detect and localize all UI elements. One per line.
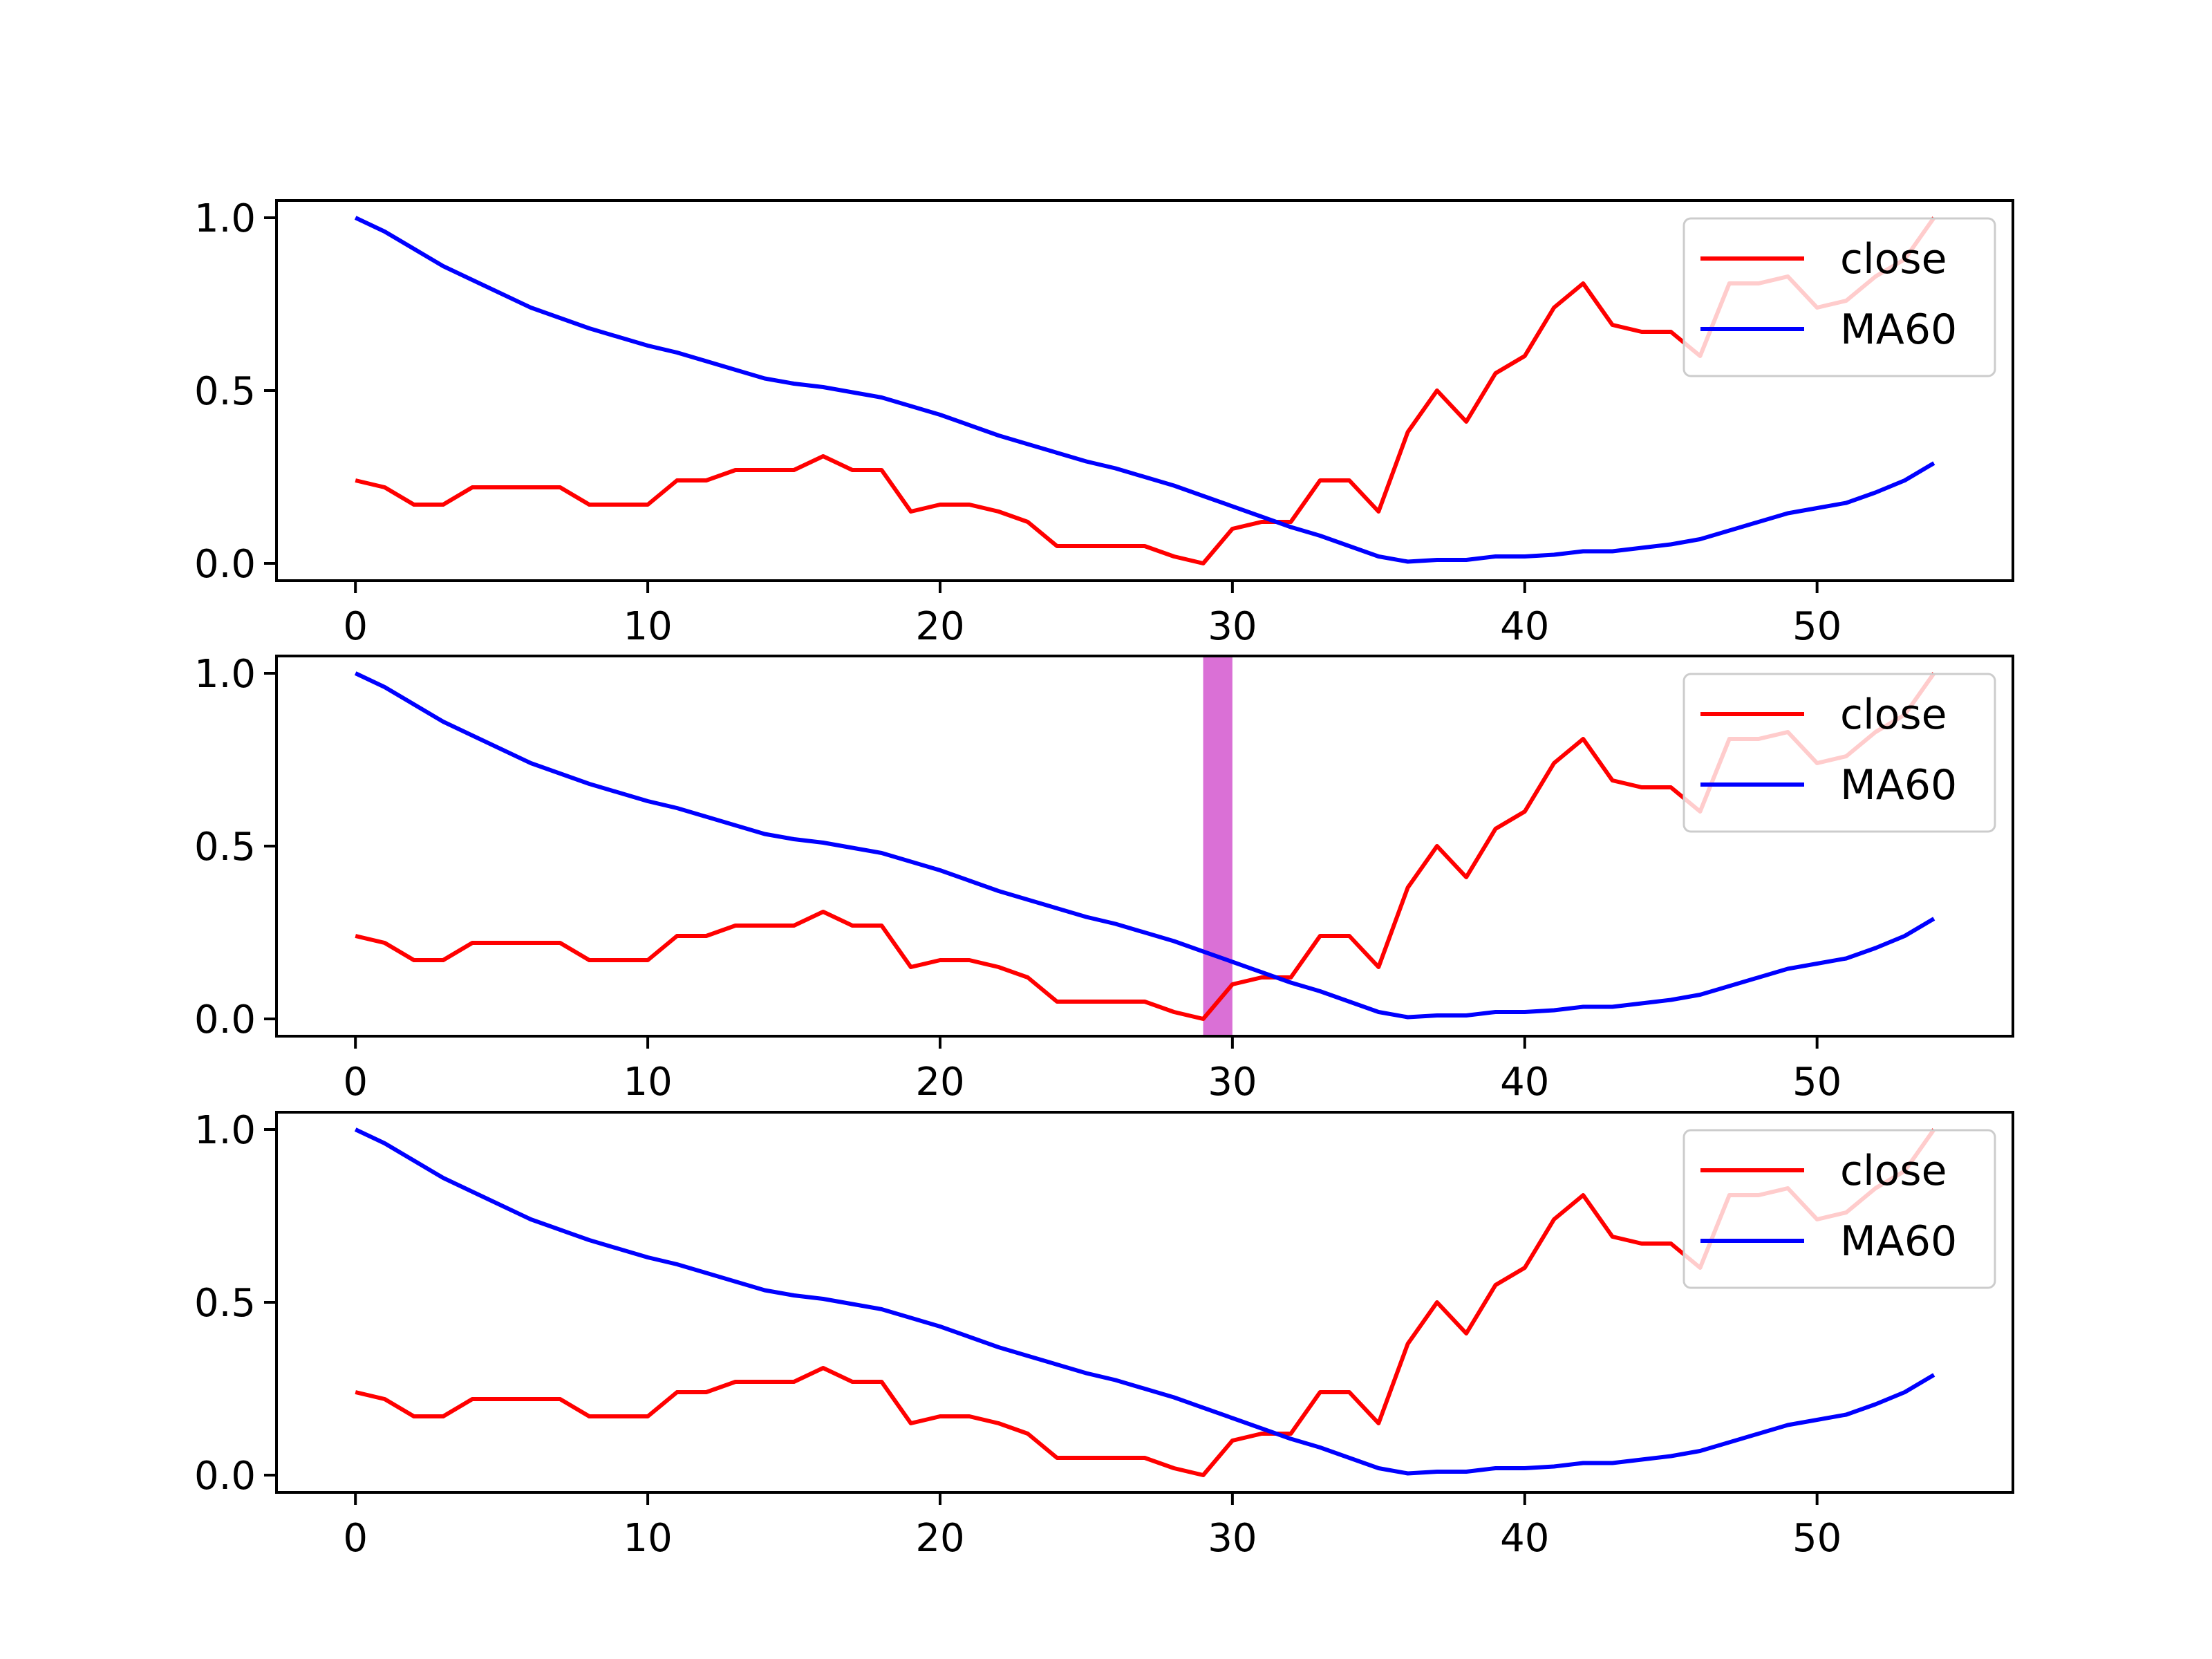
x-tick-label: 0 (343, 1516, 368, 1561)
y-tick-label: 0.5 (194, 369, 256, 414)
x-tick-label: 50 (1792, 1060, 1841, 1105)
legend: close MA60 (1683, 1129, 1996, 1289)
legend-label-ma60: MA60 (1840, 306, 1957, 354)
legend: close MA60 (1683, 673, 1996, 833)
y-tick-label: 0.5 (194, 1281, 256, 1326)
y-tick-label: 0.5 (194, 825, 256, 870)
x-tick-label: 40 (1500, 1060, 1549, 1105)
highlight-span (1203, 656, 1232, 1036)
series-line-close (355, 1128, 1936, 1477)
legend-label-close: close (1840, 235, 1947, 283)
legend-label-close: close (1840, 691, 1947, 739)
subplot-middle: close MA60 0 10 20 30 40 50 0.0 0.5 1.0 (194, 652, 2014, 1105)
x-tick-label: 10 (623, 1060, 672, 1105)
x-tick-label: 10 (623, 1516, 672, 1561)
legend-label-ma60: MA60 (1840, 761, 1957, 809)
x-tick-label: 20 (915, 1060, 964, 1105)
x-tick-label: 20 (915, 604, 964, 649)
x-tick-label: 30 (1208, 1516, 1257, 1561)
series-line-close (355, 672, 1936, 1021)
x-tick-label: 40 (1500, 604, 1549, 649)
x-tick-label: 0 (343, 1060, 368, 1105)
x-tick-label: 30 (1208, 1060, 1257, 1105)
x-tick-label: 20 (915, 1516, 964, 1561)
series-line-close (355, 216, 1936, 565)
x-tick-label: 50 (1792, 604, 1841, 649)
legend-label-ma60: MA60 (1840, 1217, 1957, 1266)
legend: close MA60 (1683, 217, 1996, 377)
subplot-top: close MA60 0 10 20 30 40 50 0.0 0.5 1.0 (194, 196, 2014, 649)
series-line-ma60 (354, 1127, 1936, 1476)
y-tick-label: 0.0 (194, 542, 256, 587)
legend-label-close: close (1840, 1147, 1947, 1195)
x-tick-label: 30 (1208, 604, 1257, 649)
series-line-ma60 (354, 216, 1936, 564)
y-tick-label: 1.0 (194, 652, 256, 697)
y-tick-label: 0.0 (194, 1454, 256, 1499)
subplot-bottom: close MA60 0 10 20 30 40 50 0.0 0.5 1.0 (194, 1108, 2014, 1561)
x-tick-label: 10 (623, 604, 672, 649)
y-tick-label: 1.0 (194, 196, 256, 241)
x-tick-label: 50 (1792, 1516, 1841, 1561)
y-tick-label: 1.0 (194, 1108, 256, 1153)
x-tick-label: 40 (1500, 1516, 1549, 1561)
y-tick-label: 0.0 (194, 997, 256, 1042)
x-tick-label: 0 (343, 604, 368, 649)
series-line-ma60 (354, 671, 1936, 1020)
